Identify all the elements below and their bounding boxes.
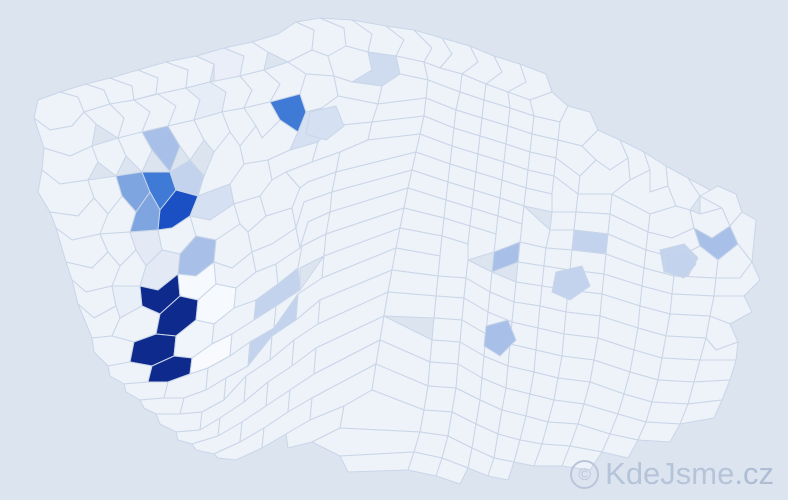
district-melnik <box>305 105 345 141</box>
district-base <box>427 361 459 389</box>
district-base <box>651 379 695 405</box>
district-base <box>679 399 723 425</box>
district-base <box>709 295 753 325</box>
district-base <box>431 317 463 343</box>
district-base <box>383 291 437 319</box>
district-base <box>665 313 711 339</box>
district-base <box>549 211 577 231</box>
watermark: © KdeJsme.cz <box>570 456 774 492</box>
district-base <box>563 311 601 339</box>
district-base <box>487 457 515 481</box>
district-base <box>117 131 153 173</box>
watermark-site-name: KdeJsme <box>605 456 735 491</box>
district-base <box>419 409 453 437</box>
district-base <box>519 205 551 249</box>
district-polygons <box>33 17 761 485</box>
district-base <box>671 275 717 297</box>
watermark-text: KdeJsme.cz <box>605 456 774 492</box>
district-base <box>693 359 737 383</box>
district-base <box>435 457 469 485</box>
district-ostrava-highlight <box>663 247 697 279</box>
district-base <box>435 275 467 299</box>
district-base <box>339 451 415 473</box>
district-base <box>669 293 715 317</box>
district-base <box>657 357 701 383</box>
district-blansko-highlight <box>483 319 517 357</box>
district-base <box>545 229 575 251</box>
district-base <box>601 433 639 459</box>
district-base <box>437 235 469 279</box>
district-zdar-highlight <box>551 265 591 301</box>
district-base <box>123 381 169 401</box>
district-base <box>423 385 457 413</box>
district-base <box>661 335 707 361</box>
watermark-tld: .cz <box>734 456 774 491</box>
district-base <box>155 411 203 433</box>
district-base <box>637 421 681 443</box>
district-base <box>139 397 185 415</box>
district-base <box>91 137 127 177</box>
district-tachov <box>141 125 181 173</box>
district-base <box>687 379 731 405</box>
district-base <box>729 211 757 263</box>
district-base <box>699 337 739 361</box>
district-base <box>557 355 595 383</box>
district-base <box>167 119 205 161</box>
district-base <box>429 339 461 365</box>
district-base <box>575 193 613 215</box>
district-base <box>91 335 135 367</box>
district-base <box>561 333 599 361</box>
district-base <box>107 361 153 385</box>
copyright-icon: © <box>570 459 600 489</box>
district-base <box>433 295 465 321</box>
